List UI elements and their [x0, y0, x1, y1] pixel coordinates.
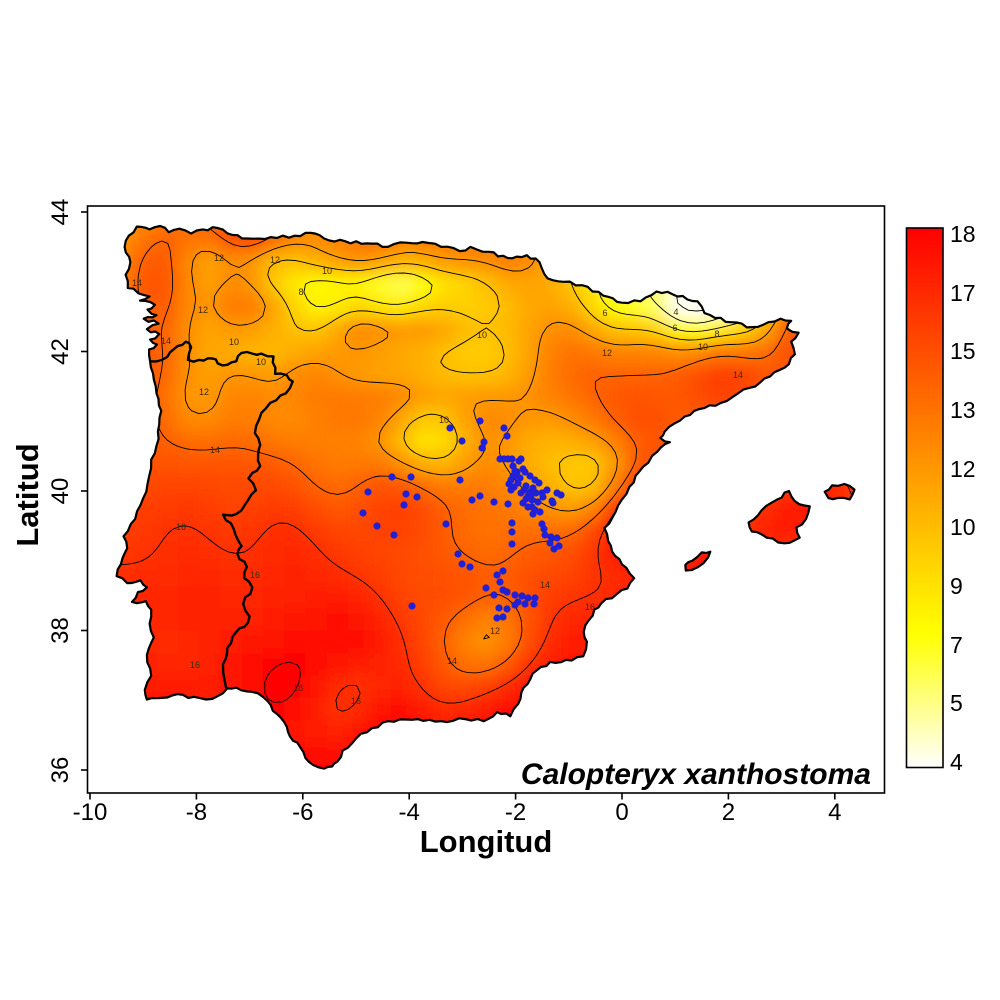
- svg-text:36: 36: [47, 757, 74, 784]
- svg-text:12: 12: [199, 387, 209, 397]
- svg-text:2: 2: [722, 799, 735, 826]
- svg-text:Latitud: Latitud: [10, 443, 45, 546]
- svg-text:8: 8: [298, 287, 303, 297]
- svg-text:10: 10: [477, 330, 487, 340]
- svg-text:14: 14: [447, 656, 457, 666]
- svg-text:16: 16: [250, 570, 260, 580]
- svg-text:9: 9: [950, 573, 963, 599]
- svg-text:14: 14: [132, 278, 142, 288]
- svg-text:16: 16: [585, 602, 595, 612]
- svg-text:6: 6: [602, 308, 607, 318]
- svg-text:-6: -6: [292, 799, 313, 826]
- svg-text:12: 12: [602, 348, 612, 358]
- svg-text:12: 12: [214, 253, 224, 263]
- svg-text:18: 18: [950, 221, 976, 247]
- svg-text:-8: -8: [186, 799, 207, 826]
- svg-text:40: 40: [47, 478, 74, 505]
- svg-text:-2: -2: [505, 799, 526, 826]
- svg-text:8: 8: [714, 329, 719, 339]
- svg-text:10: 10: [229, 337, 239, 347]
- svg-text:13: 13: [950, 397, 976, 423]
- svg-text:10: 10: [439, 415, 449, 425]
- svg-text:4: 4: [950, 749, 963, 775]
- svg-text:16: 16: [351, 696, 361, 706]
- svg-text:Longitud: Longitud: [420, 824, 553, 859]
- svg-text:42: 42: [47, 338, 74, 365]
- svg-text:12: 12: [270, 255, 280, 265]
- svg-text:5: 5: [950, 690, 963, 716]
- svg-text:14: 14: [733, 370, 743, 380]
- svg-text:18: 18: [293, 683, 303, 693]
- svg-text:14: 14: [161, 336, 171, 346]
- svg-text:7: 7: [950, 632, 963, 658]
- svg-text:15: 15: [950, 338, 976, 364]
- svg-text:4: 4: [828, 799, 841, 826]
- svg-text:10: 10: [256, 357, 266, 367]
- svg-text:44: 44: [47, 199, 74, 226]
- svg-text:10: 10: [950, 514, 976, 540]
- svg-text:10: 10: [322, 266, 332, 276]
- svg-text:14: 14: [210, 445, 220, 455]
- svg-text:12: 12: [198, 305, 208, 315]
- svg-text:Calopteryx xanthostoma: Calopteryx xanthostoma: [521, 758, 871, 791]
- svg-text:-10: -10: [73, 799, 108, 826]
- svg-text:16: 16: [190, 660, 200, 670]
- svg-text:-4: -4: [399, 799, 420, 826]
- svg-text:38: 38: [47, 617, 74, 644]
- svg-text:17: 17: [950, 280, 976, 306]
- svg-text:12: 12: [490, 626, 500, 636]
- svg-text:16: 16: [176, 522, 186, 532]
- svg-text:0: 0: [615, 799, 628, 826]
- svg-text:10: 10: [698, 342, 708, 352]
- svg-text:4: 4: [673, 307, 678, 317]
- svg-text:12: 12: [950, 456, 976, 482]
- svg-text:14: 14: [540, 580, 550, 590]
- svg-text:6: 6: [672, 323, 677, 333]
